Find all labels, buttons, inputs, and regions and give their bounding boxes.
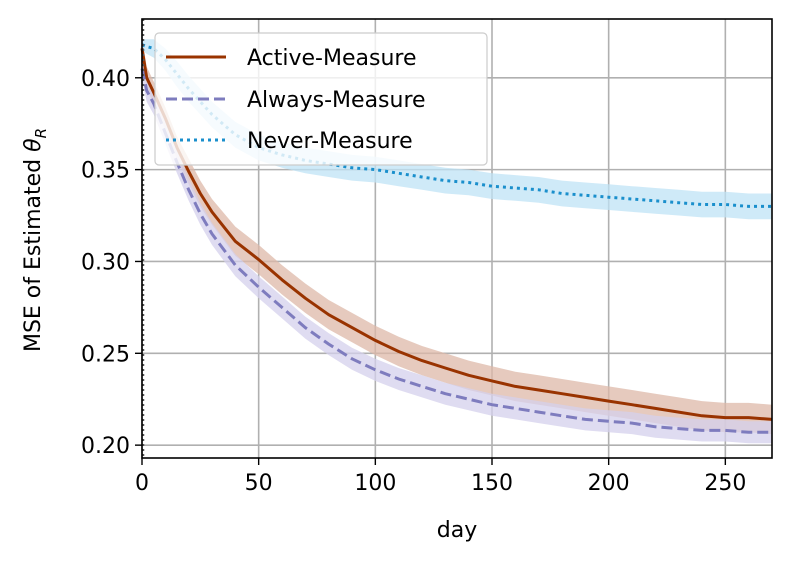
y-axis-label: MSE of Estimated θR [21, 128, 50, 352]
confidence-bands [142, 37, 772, 444]
y-axis-label-subscript: R [32, 128, 50, 138]
legend-label-never-measure: Never-Measure [247, 129, 413, 154]
legend-label-always-measure: Always-Measure [247, 88, 426, 113]
x-tick-label-2: 100 [354, 471, 396, 496]
y-tick-label-0: 0.20 [81, 434, 130, 459]
x-tick-label-5: 250 [704, 471, 746, 496]
line-never-measure [141, 43, 772, 208]
line-active-measure [140, 48, 773, 421]
x-axis-label: day [437, 518, 477, 543]
x-tick-label-0: 0 [135, 471, 149, 496]
axis-ticks: 0 50 100 150 200 250 0.20 0.25 0.30 0.35 0.40 [81, 67, 746, 496]
x-tick-label-3: 150 [471, 471, 513, 496]
series-lines [140, 43, 773, 434]
line-always-measure [140, 68, 772, 434]
y-tick-label-1: 0.25 [81, 342, 130, 367]
y-tick-label-4: 0.40 [81, 67, 130, 92]
x-tick-label-1: 50 [245, 471, 273, 496]
y-tick-label-2: 0.30 [81, 250, 130, 275]
legend-box [154, 32, 488, 166]
legend-label-active-measure: Active-Measure [247, 46, 417, 71]
plot-frame [141, 18, 773, 459]
y-tick-label-3: 0.35 [81, 159, 130, 184]
legend: Active-Measure Always-Measure Never-Meas… [154, 32, 488, 166]
band-never-measure [142, 39, 772, 220]
y-axis-label-symbol: θ [21, 138, 46, 152]
y-axis-label-text: MSE of Estimated [21, 152, 46, 352]
x-tick-label-4: 200 [588, 471, 630, 496]
